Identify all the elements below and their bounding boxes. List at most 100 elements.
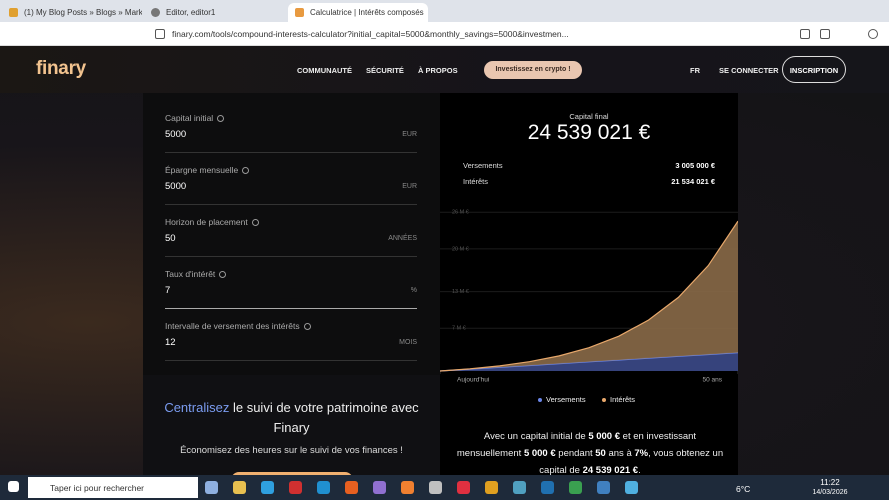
legend-marker [538,398,542,402]
field-label-text: Taux d'intérêt [165,269,216,279]
info-icon[interactable] [219,271,227,279]
legend-label: Versements [546,395,586,404]
row-value: 3 005 000 € [675,161,715,170]
field-unit: MOIS [399,339,417,346]
app-icon[interactable] [289,481,302,494]
info-icon[interactable] [217,115,225,123]
field-label: Taux d'intérêt [165,269,417,279]
summary-part: , vous obtenez un capital de [539,448,724,476]
clock-date[interactable]: 14/03/2026 [812,489,848,496]
field-label: Horizon de placement [165,217,417,227]
form-field[interactable]: Épargne mensuelle 5000 EUR [165,165,417,205]
chart: 7 M € 13 M € 20 M € 26 M € Aujourd'hui 50 ans… [440,210,738,404]
language[interactable]: FR [690,66,700,75]
nav-link[interactable]: À PROPOS [418,66,458,75]
nav-link[interactable]: SÉCURITÉ [366,66,404,75]
field-label: Intervalle de versement des intérêts [165,321,417,331]
summary-part: Avec un capital initial de [483,431,589,442]
search-box[interactable]: Taper ici pour rechercher [28,477,198,498]
form-field[interactable]: Taux d'intérêt 7 % [165,269,417,309]
start-button[interactable] [8,481,19,492]
app-icon[interactable] [457,481,470,494]
tab[interactable]: (1) My Blog Posts » Blogs » Marketh [2,3,142,22]
info-icon[interactable] [303,323,311,331]
y-tick-label: 7 M € [452,326,466,332]
logo[interactable]: finary [36,58,86,79]
field-value[interactable]: 5000 [165,129,187,140]
app-icon[interactable] [625,481,638,494]
field-value[interactable]: 7 [165,285,171,296]
site-header: finary COMMUNAUTÉ SÉCURITÉ À PROPOS Inve… [0,46,889,93]
promo-title-text: le suivi de votre patrimoine avec Finary [232,400,419,435]
field-label: Capital initial [165,113,417,123]
nav-link[interactable]: COMMUNAUTÉ [297,66,352,75]
promo-subtitle: Économisez des heures sur le suivi de vo… [180,445,403,456]
app-icon[interactable] [345,481,358,494]
tab[interactable]: Calculatrice | Intérêts composés [288,3,428,22]
area [440,221,738,371]
y-tick-label: 20 M € [452,246,469,252]
field-label-text: Épargne mensuelle [165,165,239,175]
y-tick-label: 26 M € [452,210,469,216]
login[interactable]: SE CONNECTER [719,66,779,75]
app-icon[interactable] [205,481,218,494]
final-label: Capital final [569,112,609,121]
promo-highlight: Centralisez [164,400,230,415]
row-label: Intérêts [463,177,489,186]
sidebar-icon[interactable] [800,29,810,39]
tab-title: Editor, editor1 [166,8,216,17]
summary: Avec un capital initial de 5 000 € et en… [452,428,728,479]
field-label-text: Horizon de placement [165,217,248,227]
summary-part: . [638,465,641,476]
field-label: Épargne mensuelle [165,165,417,175]
app-icon[interactable] [513,481,526,494]
app-icon[interactable] [597,481,610,494]
field-unit: EUR [402,131,417,138]
summary-part: 5 000 € [588,431,621,442]
field-value[interactable]: 12 [165,337,176,348]
app-icon[interactable] [317,481,330,494]
url[interactable]: finary.com/tools/compound-interests-calc… [172,29,569,39]
field-value[interactable]: 5000 [165,181,187,192]
summary-part: ans à [605,448,635,459]
app-icon[interactable] [261,481,274,494]
info-icon[interactable] [251,219,259,227]
field-label-text: Intervalle de versement des intérêts [165,321,300,331]
app-icon[interactable] [569,481,582,494]
info-icon[interactable] [242,167,250,175]
crypto-button[interactable]: Investissez en crypto ! [484,61,582,79]
summary-part: 50 [595,448,606,459]
wallet-icon[interactable] [820,29,830,39]
form-field[interactable]: Capital initial 5000 EUR [165,113,417,153]
bookmark-icon[interactable] [155,29,165,39]
summary-part: et en investissant mensuellement [456,431,697,459]
row-value: 21 534 021 € [671,177,715,186]
tab[interactable]: Editor, editor1 [144,3,284,22]
field-unit: % [410,287,417,294]
app-icon[interactable] [429,481,442,494]
signup-button[interactable]: INSCRIPTION [782,56,846,83]
form-field[interactable]: Horizon de placement 50 ANNÉES [165,217,417,257]
field-value[interactable]: 50 [165,233,176,244]
x-tick-label: 50 ans [702,377,722,384]
results-panel: Capital final 24 539 021 € Versements 3 … [440,93,738,475]
field-unit: EUR [402,183,417,190]
x-tick-label: Aujourd'hui [457,377,489,384]
tab-title: (1) My Blog Posts » Blogs » Marketh [24,8,142,17]
weather[interactable]: 6°C [736,484,751,494]
app-icon[interactable] [401,481,414,494]
address-bar: finary.com/tools/compound-interests-calc… [0,22,889,46]
app-icon[interactable] [541,481,554,494]
app-icon[interactable] [373,481,386,494]
summary-part: 24 539 021 € [582,465,639,476]
y-tick-label: 13 M € [452,289,469,295]
app-icon[interactable] [233,481,246,494]
app-icon[interactable] [485,481,498,494]
form-field[interactable]: Intervalle de versement des intérêts 12 … [165,321,417,361]
field-unit: ANNÉES [388,235,417,242]
legend-marker [602,398,606,402]
menu-icon[interactable] [868,29,878,39]
clock-time[interactable]: 11:22 [820,478,840,487]
promo-title: Centralisez le suivi de votre patrimoine… [163,398,420,438]
